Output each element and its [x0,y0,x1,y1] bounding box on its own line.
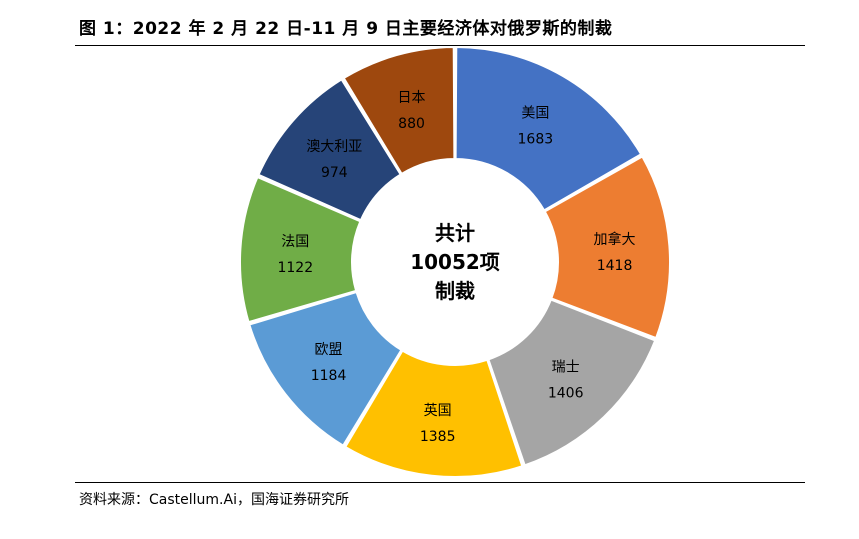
slice-3 [487,298,657,467]
slice-label-name: 美国 [521,106,549,122]
slice-label-value: 1683 [518,132,554,148]
slice-label-name: 加拿大 [594,231,636,248]
slice-5 [248,290,403,447]
slice-7 [257,78,403,222]
source-note: 资料来源：Castellum.Ai，国海证券研究所 [79,492,349,508]
slice-label-name: 欧盟 [315,342,343,358]
label-group: 美国 1683 加拿大 1418 瑞士 1406 英国 1385 欧盟 1184 法国 1122 澳大利… [277,90,635,445]
slice-group [239,45,671,478]
slice-label-name: 瑞士 [552,360,580,376]
slice-label-name: 英国 [424,402,452,419]
slice-label-value: 1122 [277,260,313,276]
slice-label-value: 1184 [311,368,347,384]
slice-4 [343,349,524,478]
chart-title: 图 1：2022 年 2 月 22 日-11 月 9 日主要经济体对俄罗斯的制裁 [79,19,613,39]
slice-label-value: 1418 [597,258,633,274]
slice-8 [342,45,456,176]
slice-label-value: 1406 [548,386,584,402]
slice-6 [239,175,362,324]
center-text-line: 10052项 [410,250,500,274]
slice-label-value: 880 [398,116,425,132]
slice-label-value: 1385 [420,429,456,445]
source-divider [75,482,805,483]
slice-label-name: 日本 [398,90,426,106]
slice-label-name: 法国 [281,234,309,250]
center-text-line: 制裁 [435,279,475,303]
title-divider [75,45,805,46]
slice-label-name: 澳大利亚 [306,139,362,155]
center-text-line: 共计 [435,221,475,245]
slice-2 [543,155,671,340]
slice-1 [454,45,643,212]
slice-label-value: 974 [321,165,348,181]
